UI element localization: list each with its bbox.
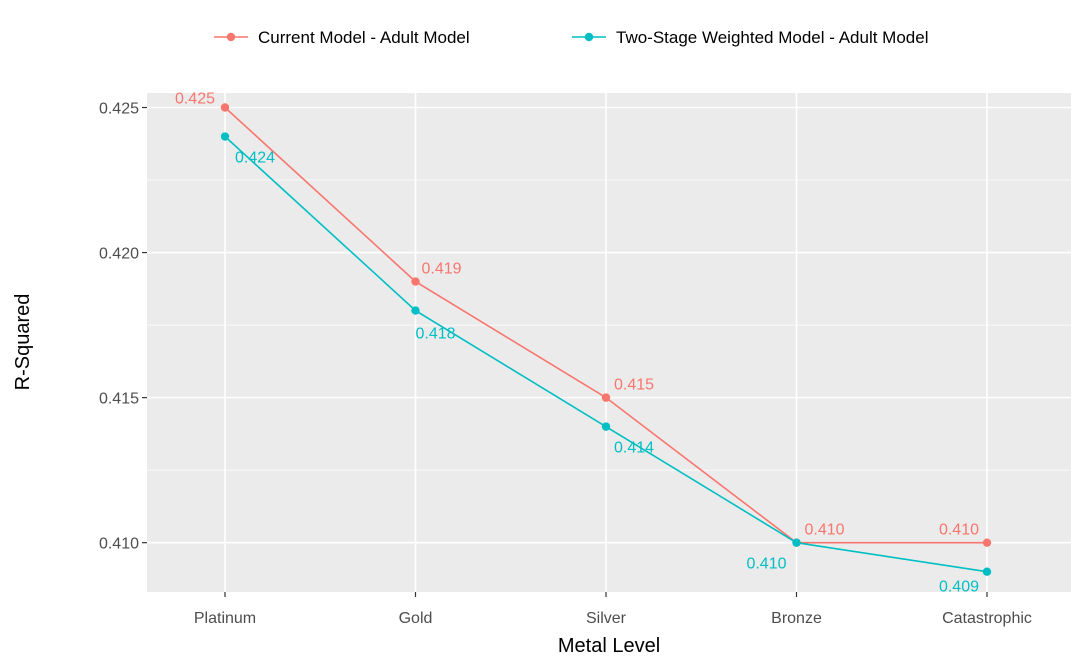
data-label: 0.425 <box>175 91 215 108</box>
x-tick-label: Catastrophic <box>942 610 1032 627</box>
legend: Current Model - Adult Model Two-Stage Wei… <box>214 28 928 47</box>
x-tick-label: Bronze <box>771 610 822 627</box>
data-point <box>220 132 230 141</box>
data-label: 0.418 <box>416 326 456 343</box>
data-point <box>411 306 420 315</box>
x-axis-title: Metal Level <box>558 635 660 657</box>
x-tick-label: Platinum <box>194 610 256 627</box>
y-tick-label: 0.410 <box>99 536 139 553</box>
legend-label: Current Model - Adult Model <box>258 28 470 47</box>
legend-item-1: Current Model - Adult Model <box>214 28 470 47</box>
data-point <box>601 422 611 431</box>
data-point <box>982 538 992 547</box>
legend-key-point <box>584 32 594 42</box>
data-point <box>220 103 230 112</box>
y-tick-label: 0.425 <box>99 101 139 118</box>
plot-panel <box>147 93 1071 592</box>
axes: 0.410 0.415 0.420 0.425 Platinum Gold Silver Br… <box>99 101 1032 627</box>
data-label: 0.414 <box>614 440 654 457</box>
data-label: 0.410 <box>805 522 845 539</box>
data-label: 0.409 <box>939 579 979 596</box>
y-tick-label: 0.420 <box>99 246 139 263</box>
data-point <box>982 567 992 576</box>
legend-label: Two-Stage Weighted Model - Adult Model <box>616 28 928 47</box>
data-label: 0.415 <box>614 377 654 394</box>
data-label: 0.410 <box>939 522 979 539</box>
series-2: 0.424 0.418 0.414 0.410 0.409 <box>220 132 992 596</box>
data-point <box>601 393 611 402</box>
data-label: 0.419 <box>422 261 462 278</box>
data-point <box>792 538 801 547</box>
data-label: 0.424 <box>235 150 275 167</box>
legend-item-2: Two-Stage Weighted Model - Adult Model <box>572 28 928 47</box>
data-point <box>411 277 420 286</box>
y-axis-title: R-Squared <box>12 294 34 391</box>
series-layer: 0.425 0.419 0.415 0.410 0.410 0.424 0.418 0.414… <box>175 91 992 596</box>
x-tick-label: Silver <box>586 610 627 627</box>
x-tick-label: Gold <box>399 610 433 627</box>
series-1: 0.425 0.419 0.415 0.410 0.410 <box>175 91 992 547</box>
data-label: 0.410 <box>746 556 786 573</box>
y-tick-label: 0.415 <box>99 391 139 408</box>
grid-lines <box>147 93 1071 592</box>
legend-key-point <box>226 32 236 42</box>
